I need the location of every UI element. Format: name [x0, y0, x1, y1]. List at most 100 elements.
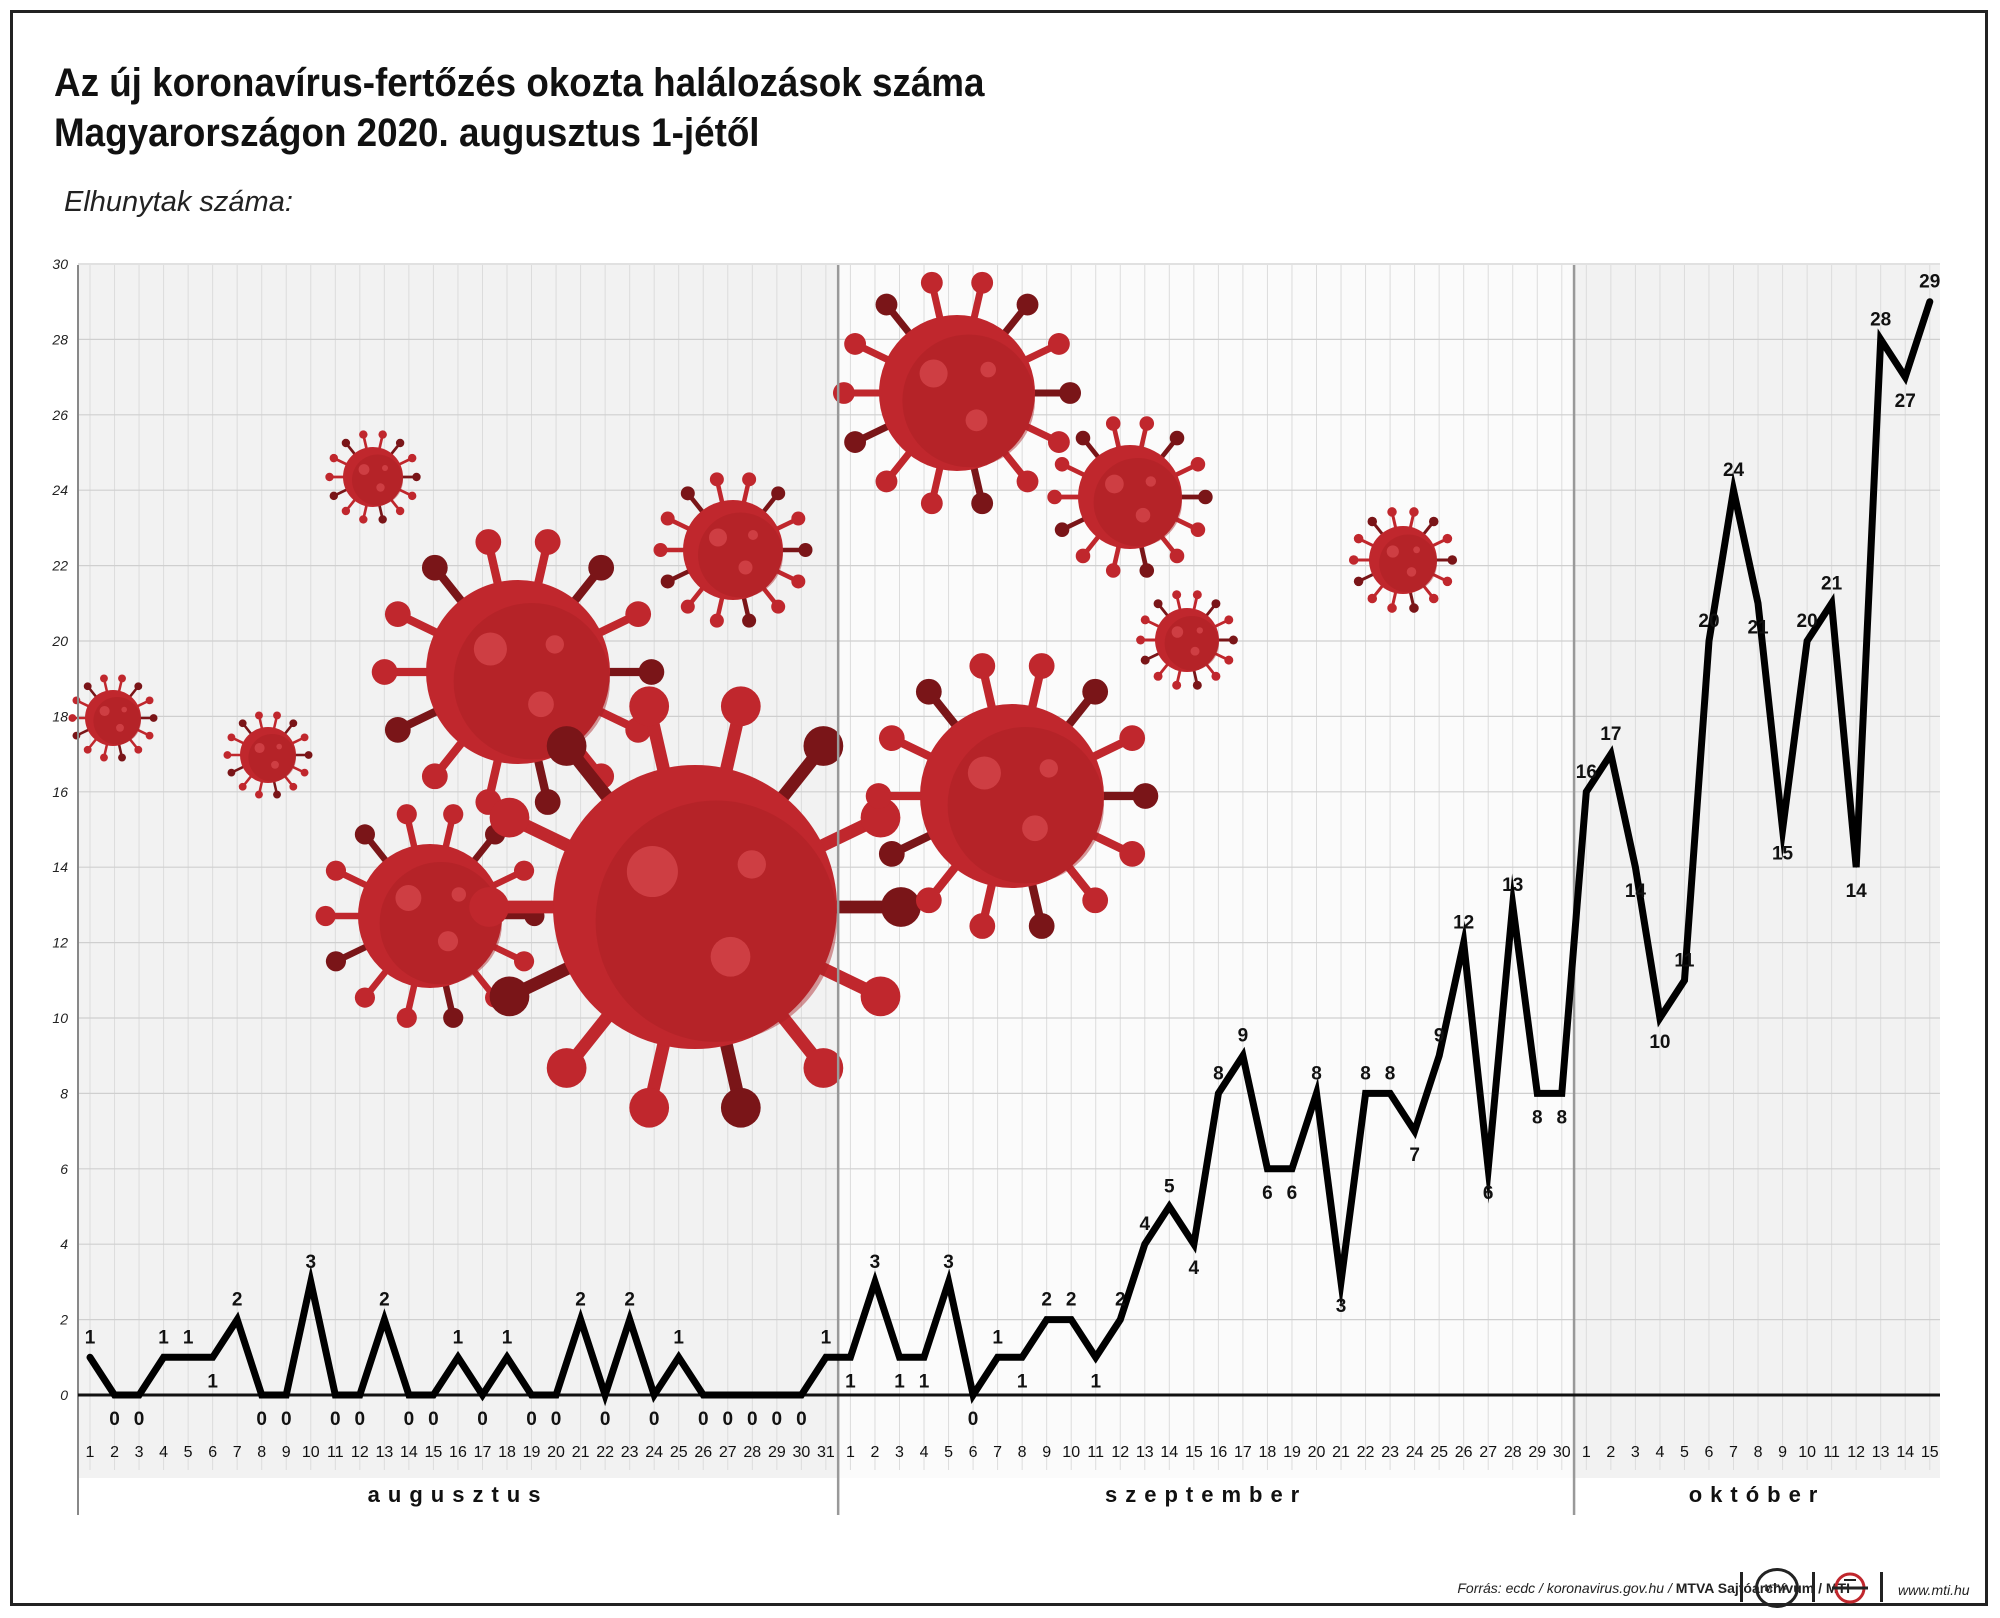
data-label: 0 [281, 1409, 292, 1430]
data-label: 1 [1090, 1371, 1101, 1392]
virus-spike-tip [860, 797, 901, 838]
virus-body [1078, 445, 1182, 549]
virus-spike-tip [653, 543, 668, 557]
y-tick-label: 16 [52, 784, 68, 800]
virus-spike-tip [238, 719, 247, 728]
virus-spike-tip [443, 804, 464, 825]
data-point [555, 1394, 557, 1396]
virus-spike-tip [513, 860, 535, 881]
x-tick-label: 3 [135, 1444, 144, 1461]
x-tick-label: 1 [86, 1444, 95, 1461]
data-label: 8 [1213, 1063, 1224, 1084]
virus-spot [919, 359, 948, 388]
data-point [1782, 829, 1784, 830]
virus-spike-tip [421, 763, 448, 790]
virus-spike-tip [1139, 563, 1155, 578]
source-text: Forrás: ecdc / koronavirus.gov.hu / [1457, 1580, 1676, 1596]
virus-spike-tip [304, 751, 313, 759]
coronavirus-icon [1047, 416, 1213, 578]
virus-spike-tip [865, 783, 892, 809]
virus-spot [358, 464, 370, 475]
data-label: 20 [1797, 611, 1818, 632]
data-point [1708, 640, 1710, 642]
virus-spike-tip [969, 913, 996, 939]
virus-spike-tip [969, 653, 996, 679]
virus-spot [738, 560, 753, 575]
virus-spike-tip [1211, 671, 1221, 681]
virus-spike-tip [145, 731, 154, 740]
x-tick-label: 3 [895, 1444, 904, 1461]
data-label: 14 [1625, 881, 1647, 902]
virus-spike-tip [971, 271, 994, 294]
y-tick-label: 8 [60, 1085, 68, 1101]
data-label: 8 [1385, 1063, 1396, 1084]
virus-spot [626, 845, 678, 898]
virus-spike-tip [359, 430, 368, 439]
y-tick-label: 12 [52, 935, 68, 951]
virus-spot [1386, 545, 1399, 558]
data-point [678, 1356, 680, 1358]
virus-spike-tip [1409, 507, 1419, 517]
deaths-line [86, 298, 1934, 1407]
data-point [89, 1356, 91, 1358]
x-tick-label: 30 [1553, 1444, 1571, 1461]
x-tick-label: 25 [1430, 1444, 1448, 1461]
virus-spike-tip [395, 438, 405, 448]
virus-spot [376, 483, 385, 492]
virus-spike-tip [1105, 563, 1121, 578]
virus-spike-tip [798, 543, 813, 557]
coronavirus-icon [325, 430, 421, 524]
data-label: 0 [600, 1409, 611, 1430]
virus-spike-tip [396, 1007, 417, 1028]
x-tick-label: 25 [670, 1444, 688, 1461]
virus-spike-tip [300, 733, 309, 742]
virus-spot [473, 632, 507, 666]
virus-spike-tip [660, 511, 675, 526]
virus-spike-tip [844, 333, 867, 355]
y-tick-label: 28 [51, 331, 68, 347]
data-label: 1 [502, 1327, 513, 1348]
data-point [1438, 1055, 1440, 1057]
virus-spike-tip [1153, 671, 1163, 681]
data-label: 2 [1066, 1290, 1077, 1311]
data-point [1193, 1243, 1195, 1245]
virus-spike-tip [1047, 333, 1070, 355]
virus-spot [1406, 567, 1417, 577]
virus-spike-tip [1140, 655, 1150, 665]
virus-spike-tip [407, 453, 417, 463]
virus-spot [395, 885, 422, 911]
data-point [727, 1394, 729, 1396]
data-point [138, 1394, 140, 1396]
x-tick-label: 16 [449, 1444, 467, 1461]
virus-spike-tip [915, 887, 942, 914]
data-point [285, 1394, 287, 1396]
virus-spike-tip [1082, 887, 1109, 914]
coronavirus-icon [865, 653, 1159, 939]
data-point [1561, 1092, 1563, 1094]
virus-spike-tip [395, 506, 405, 516]
virus-spike-tip [1119, 841, 1146, 867]
virus-spot [451, 887, 466, 902]
coronavirus-icon [1136, 590, 1238, 690]
x-tick-label: 9 [282, 1444, 291, 1461]
x-tick-label: 14 [1896, 1444, 1914, 1461]
virus-spike-tip [1153, 599, 1163, 609]
data-label: 1 [992, 1327, 1003, 1348]
coronavirus-icon [469, 686, 921, 1128]
virus-shade [595, 800, 837, 1042]
virus-body [1155, 608, 1219, 672]
x-tick-label: 2 [871, 1444, 880, 1461]
x-tick-label: 26 [1455, 1444, 1473, 1461]
data-label: 9 [1238, 1026, 1249, 1047]
virus-spike-tip [489, 976, 530, 1017]
virus-spike-tip [1348, 555, 1359, 565]
data-point [457, 1356, 459, 1358]
data-label: 0 [428, 1409, 439, 1430]
virus-spike-tip [1192, 680, 1202, 690]
virus-spike-tip [660, 574, 675, 589]
x-tick-label: 8 [257, 1444, 266, 1461]
data-point [948, 1281, 950, 1283]
x-tick-label: 20 [1308, 1444, 1326, 1461]
data-point [408, 1394, 410, 1396]
